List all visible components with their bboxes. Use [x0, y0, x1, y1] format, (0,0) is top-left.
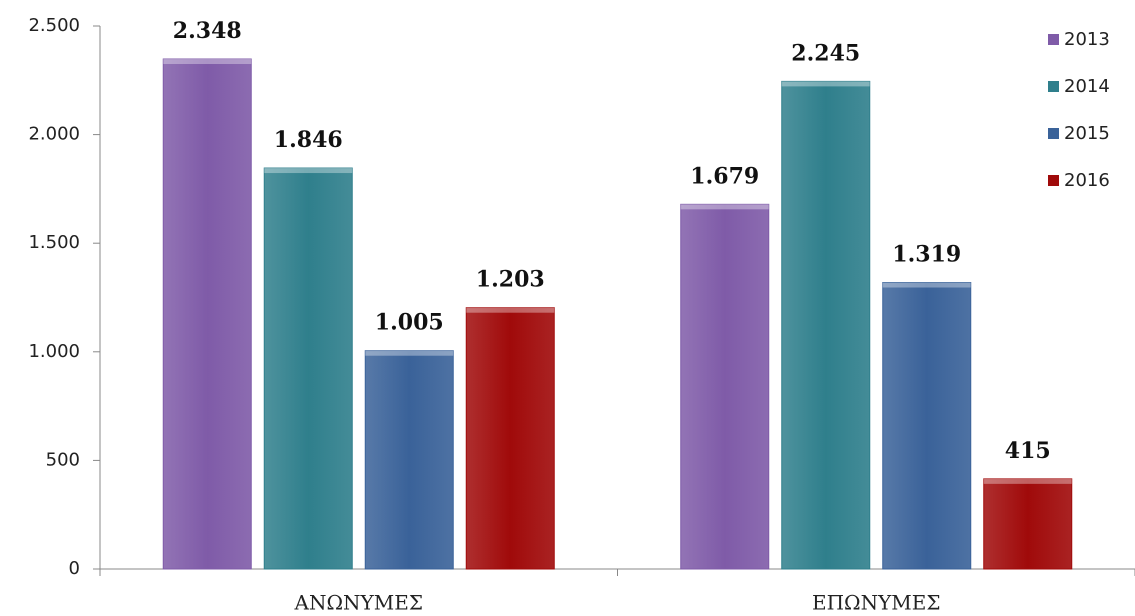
- value-label: 1.319: [892, 242, 961, 268]
- bar: [162, 58, 252, 570]
- legend-swatch: [1048, 34, 1059, 45]
- bar: [781, 80, 871, 570]
- legend-swatch: [1048, 128, 1059, 139]
- bar: [263, 167, 353, 570]
- bar-cap: [466, 307, 555, 313]
- y-tick-label: 1.500: [28, 232, 80, 253]
- value-label: 2.348: [173, 18, 242, 44]
- value-label: 1.005: [375, 310, 444, 336]
- y-tick-label: 1.000: [28, 341, 80, 362]
- y-tick-label: 500: [46, 449, 80, 470]
- y-tick-label: 2.500: [28, 15, 80, 36]
- bar-cap: [781, 81, 870, 87]
- bar-cap: [680, 204, 769, 210]
- bar: [465, 307, 555, 570]
- value-label: 415: [1005, 438, 1051, 464]
- legend-label: 2015: [1064, 123, 1110, 144]
- y-tick-label: 0: [69, 558, 80, 579]
- value-label: 2.245: [791, 40, 860, 66]
- legend-label: 2013: [1064, 29, 1110, 50]
- x-tick-label: ΑΝΩΝΥΜΕΣ: [294, 591, 423, 615]
- legend-label: 2014: [1064, 76, 1110, 97]
- bar-cap: [983, 478, 1072, 484]
- x-tick-label: ΕΠΩΝΥΜΕΣ: [812, 591, 941, 615]
- bar: [364, 350, 454, 570]
- value-label: 1.679: [690, 163, 759, 189]
- value-label: 1.846: [274, 127, 343, 153]
- bar: [882, 282, 972, 570]
- y-tick-label: 2.000: [28, 124, 80, 145]
- bar-cap: [264, 168, 353, 174]
- value-label: 1.203: [476, 267, 545, 293]
- legend-label: 2016: [1064, 170, 1110, 191]
- bar: [680, 203, 770, 570]
- bar-cap: [163, 59, 252, 65]
- bar-cap: [365, 350, 454, 356]
- legend-swatch: [1048, 81, 1059, 92]
- bar: [983, 478, 1073, 570]
- bar-cap: [882, 282, 971, 288]
- legend-swatch: [1048, 175, 1059, 186]
